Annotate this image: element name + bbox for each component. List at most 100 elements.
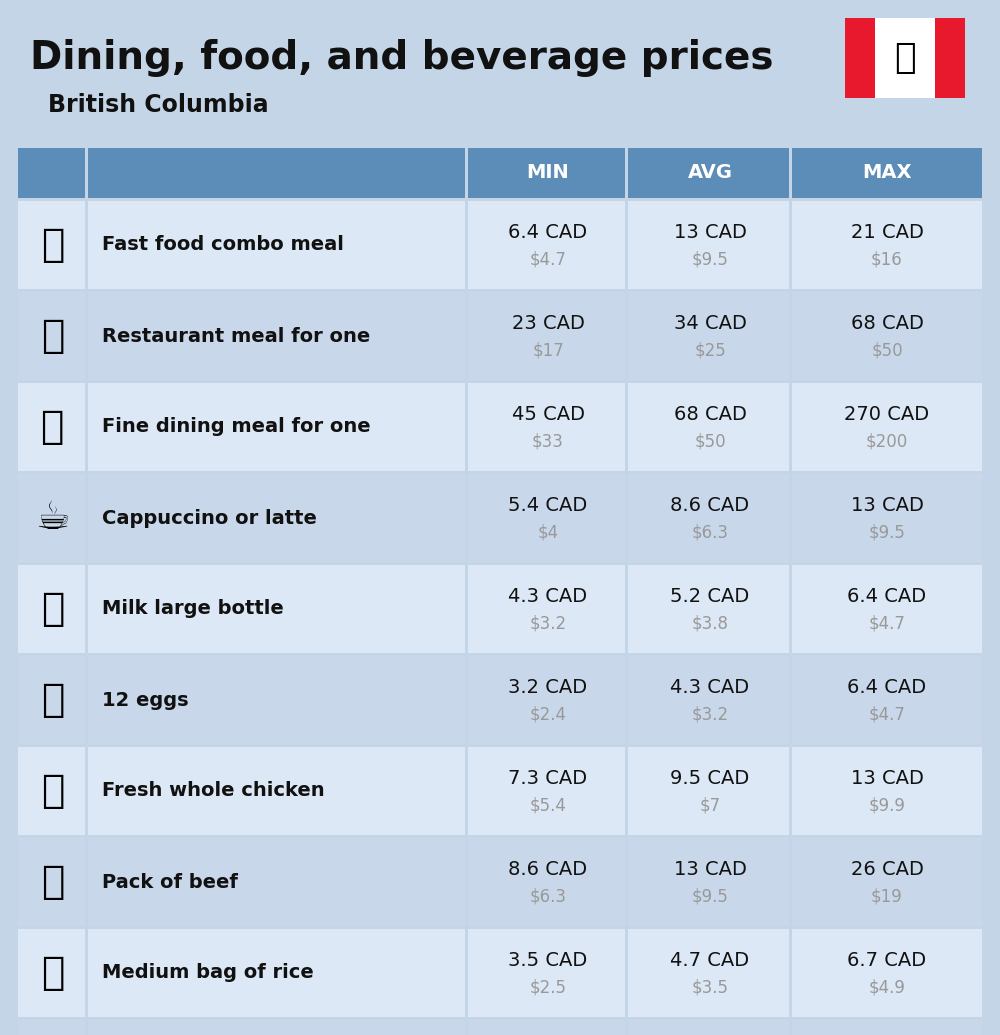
Bar (465, 383, 468, 471)
Text: 13 CAD: 13 CAD (851, 769, 923, 789)
Bar (465, 201, 468, 289)
Bar (789, 474, 792, 562)
Bar (628, 838, 792, 926)
Bar (628, 747, 792, 835)
Text: Cappuccino or latte: Cappuccino or latte (102, 508, 317, 528)
Bar (935, 18, 965, 98)
Text: 🍔: 🍔 (41, 226, 65, 264)
Text: ☕: ☕ (36, 499, 70, 537)
Text: 6.4 CAD: 6.4 CAD (508, 224, 588, 242)
Text: $2.5: $2.5 (530, 978, 566, 996)
Bar (789, 201, 792, 289)
Bar (625, 747, 628, 835)
Bar (88, 292, 468, 380)
Text: 5.2 CAD: 5.2 CAD (670, 587, 750, 607)
Bar (468, 474, 628, 562)
Text: 4.3 CAD: 4.3 CAD (508, 587, 588, 607)
Text: $9.9: $9.9 (869, 796, 905, 815)
Bar (88, 656, 468, 744)
Text: $33: $33 (532, 432, 564, 450)
Text: AVG: AVG (688, 164, 732, 182)
Bar (792, 148, 982, 198)
Bar (792, 383, 982, 471)
Bar (628, 565, 792, 653)
Bar (792, 747, 982, 835)
Bar (88, 148, 468, 198)
Bar (18, 148, 88, 198)
Text: 34 CAD: 34 CAD (674, 315, 746, 333)
Text: $6.3: $6.3 (530, 887, 566, 905)
Bar (845, 18, 875, 98)
Text: 270 CAD: 270 CAD (844, 405, 930, 424)
Bar (792, 148, 982, 198)
Text: $17: $17 (532, 342, 564, 359)
Bar (18, 292, 88, 380)
Bar (468, 656, 628, 744)
Bar (789, 148, 792, 198)
Bar (468, 292, 628, 380)
Bar (465, 565, 468, 653)
Bar (628, 148, 792, 198)
Text: 26 CAD: 26 CAD (851, 860, 923, 879)
Bar (18, 383, 88, 471)
Bar (625, 383, 628, 471)
Bar (628, 148, 792, 198)
Text: $9.5: $9.5 (869, 523, 905, 541)
Bar (792, 565, 982, 653)
Bar (465, 747, 468, 835)
Text: British Columbia: British Columbia (48, 93, 269, 117)
Text: $4: $4 (537, 523, 559, 541)
Bar (88, 929, 468, 1017)
Bar (85, 383, 88, 471)
Text: $3.2: $3.2 (691, 705, 729, 723)
Text: Restaurant meal for one: Restaurant meal for one (102, 326, 370, 346)
Bar (88, 747, 468, 835)
Bar (88, 838, 468, 926)
Bar (18, 565, 88, 653)
Text: Milk large bottle: Milk large bottle (102, 599, 284, 619)
Bar (468, 565, 628, 653)
Bar (628, 292, 792, 380)
Bar (789, 148, 792, 198)
Text: 3.5 CAD: 3.5 CAD (508, 951, 588, 970)
Bar (85, 292, 88, 380)
Bar (18, 201, 88, 289)
Bar (468, 148, 628, 198)
Text: 13 CAD: 13 CAD (674, 860, 746, 879)
Text: $4.7: $4.7 (869, 705, 905, 723)
Text: $7: $7 (699, 796, 721, 815)
Bar (789, 292, 792, 380)
Bar (85, 656, 88, 744)
Text: $25: $25 (694, 342, 726, 359)
Text: 🍳: 🍳 (41, 317, 65, 355)
Bar (465, 838, 468, 926)
Text: 6.4 CAD: 6.4 CAD (847, 587, 927, 607)
Bar (625, 1021, 628, 1035)
Text: 3.2 CAD: 3.2 CAD (508, 678, 588, 698)
Bar (18, 474, 88, 562)
Bar (88, 383, 468, 471)
Bar (465, 1021, 468, 1035)
Text: $19: $19 (871, 887, 903, 905)
Bar (789, 383, 792, 471)
Text: 8.6 CAD: 8.6 CAD (508, 860, 588, 879)
Bar (792, 838, 982, 926)
Bar (468, 201, 628, 289)
Bar (625, 148, 628, 198)
Bar (792, 929, 982, 1017)
Bar (18, 656, 88, 744)
Bar (85, 838, 88, 926)
Bar (789, 565, 792, 653)
Text: 🍚: 🍚 (41, 954, 65, 992)
Text: 68 CAD: 68 CAD (674, 405, 746, 424)
Bar (85, 1021, 88, 1035)
Text: 🍁: 🍁 (894, 41, 916, 75)
Text: 7.3 CAD: 7.3 CAD (508, 769, 588, 789)
Text: $4.9: $4.9 (869, 978, 905, 996)
Bar (0, 0, 1000, 145)
Text: 23 CAD: 23 CAD (512, 315, 584, 333)
Text: Pack of beef: Pack of beef (102, 873, 238, 891)
Bar (18, 929, 88, 1017)
Text: $200: $200 (866, 432, 908, 450)
Bar (789, 838, 792, 926)
